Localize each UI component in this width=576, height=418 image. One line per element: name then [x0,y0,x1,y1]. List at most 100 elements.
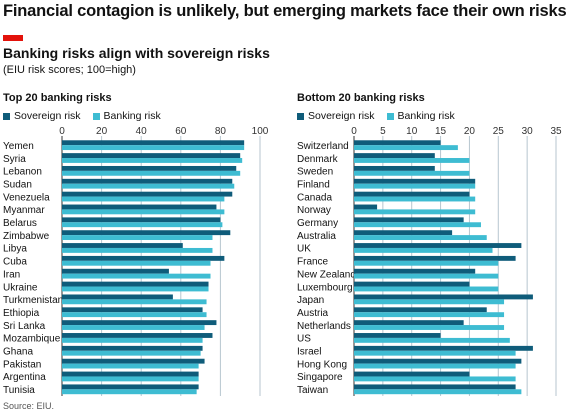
bar-sovereign [354,178,476,184]
bar-banking [354,299,505,305]
category-label: Luxembourg [297,282,353,293]
category-label: Australia [297,231,336,242]
bar-banking [354,209,476,215]
bar-sovereign [62,230,231,236]
bar-sovereign [62,140,245,146]
x-tick-label: 5 [380,126,386,137]
category-label: Singapore [297,372,343,383]
category-label: UK [297,244,311,255]
category-label: Sweden [297,167,333,178]
category-label: Hong Kong [297,359,347,370]
x-tick-label: 0 [59,126,65,137]
legend-label-sovereign: Sovereign risk [14,110,81,122]
bar-sovereign [62,153,241,159]
bar-sovereign [354,217,464,223]
red-tag [3,35,23,41]
bar-banking [62,260,211,266]
bar-sovereign [354,243,522,248]
category-label: Yemen [3,141,34,152]
bar-banking [62,299,207,305]
category-label: New Zealand [297,269,356,280]
legend-swatch-sovereign [3,112,10,120]
legend-swatch-banking [92,112,100,120]
bar-sovereign [354,268,476,274]
bar-banking [62,247,213,253]
x-tick-label: 30 [522,126,534,137]
bar-banking [62,145,245,151]
x-tick-label: 25 [493,126,505,137]
bar-banking [62,325,205,330]
bar-banking [354,247,493,253]
category-label: Germany [297,218,338,229]
category-label: Pakistan [3,359,41,370]
bar-banking [62,209,225,215]
category-label: Belarus [3,218,37,229]
category-label: Ukraine [3,282,38,293]
bar-banking [62,170,241,176]
bar-sovereign [62,217,221,223]
bar-banking [354,170,470,176]
bar-banking [354,286,499,292]
bar-sovereign [62,204,217,210]
legend-label-banking: Banking risk [103,110,161,122]
bar-banking [354,337,510,343]
category-label: Ghana [3,347,33,358]
bar-sovereign [62,281,209,287]
legend-label-sovereign: Sovereign risk [308,110,375,122]
category-label: Cuba [3,257,27,268]
bar-banking [354,350,516,356]
x-tick-label: 100 [252,126,269,137]
bar-sovereign [354,191,470,197]
right-legend: Sovereign risk Banking risk [297,110,467,122]
category-label: Norway [297,205,331,216]
bar-sovereign [62,268,169,274]
bar-banking [354,158,470,163]
bar-sovereign [62,307,203,313]
category-label: Sri Lanka [3,321,46,332]
bar-sovereign [354,281,470,287]
bar-sovereign [354,140,441,146]
category-label: Lebanon [3,167,42,178]
category-label: US [297,334,311,345]
bar-sovereign [354,153,435,159]
bar-banking [62,376,199,382]
bar-banking [354,222,481,228]
x-tick-label: 60 [175,126,187,137]
bar-sovereign [62,165,237,171]
category-label: Tunisia [3,385,35,396]
x-tick-label: 15 [435,126,447,137]
x-tick-label: 40 [136,126,148,137]
bar-banking [62,389,197,395]
bar-sovereign [62,345,203,351]
category-label: Argentina [3,372,46,383]
category-label: Canada [297,192,332,203]
bar-sovereign [354,333,441,338]
bar-sovereign [354,230,453,236]
category-label: Sudan [3,179,32,190]
category-label: Taiwan [297,385,328,396]
bar-banking [354,145,458,151]
bar-sovereign [62,333,213,338]
right-panel-title: Bottom 20 banking risks [297,92,425,104]
bar-sovereign [62,358,205,364]
bar-banking [62,350,201,356]
x-tick-label: 0 [351,126,357,137]
category-label: Denmark [297,154,339,165]
category-label: Libya [3,244,27,255]
bar-banking [62,273,211,279]
bar-sovereign [354,384,516,390]
bar-banking [62,286,209,292]
bar-banking [354,312,505,318]
bar-banking [354,183,476,189]
category-label: Switzerland [297,141,349,152]
bar-banking [354,235,487,241]
bar-sovereign [62,294,173,300]
bar-sovereign [62,243,183,248]
bar-banking [62,312,207,318]
legend-swatch-banking [386,112,394,120]
x-tick-label: 20 [464,126,476,137]
category-label: Israel [297,347,321,358]
left-legend: Sovereign risk Banking risk [3,110,173,122]
